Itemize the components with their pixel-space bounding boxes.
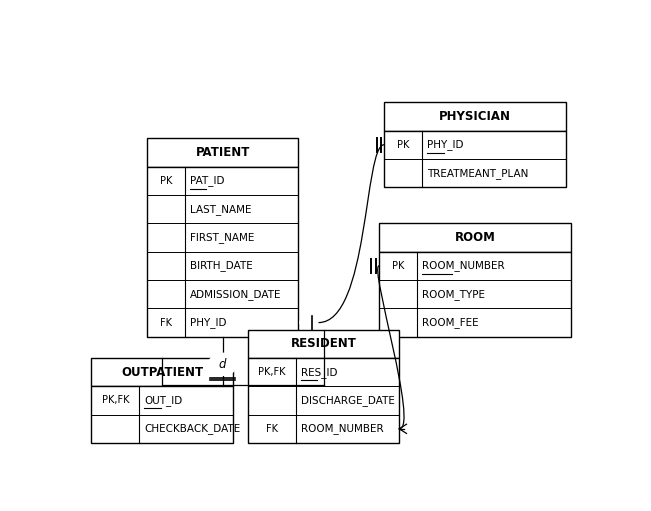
Text: LAST_NAME: LAST_NAME — [190, 204, 251, 215]
Text: PAT_ID: PAT_ID — [190, 175, 225, 187]
Bar — [147, 138, 298, 167]
Text: PHY_ID: PHY_ID — [427, 140, 464, 150]
Bar — [384, 131, 566, 187]
Text: ROOM_NUMBER: ROOM_NUMBER — [301, 424, 383, 434]
Bar — [91, 358, 233, 386]
Text: RESIDENT: RESIDENT — [290, 337, 357, 351]
Text: RES_ID: RES_ID — [301, 367, 337, 378]
Text: PATIENT: PATIENT — [195, 146, 250, 159]
Bar — [379, 252, 571, 337]
Text: CHECKBACK_DATE: CHECKBACK_DATE — [145, 424, 241, 434]
Text: OUT_ID: OUT_ID — [145, 395, 183, 406]
Bar — [248, 358, 399, 443]
Text: PK: PK — [392, 261, 404, 271]
Bar — [91, 386, 233, 443]
Text: FIRST_NAME: FIRST_NAME — [190, 232, 255, 243]
Text: FK: FK — [160, 317, 172, 328]
Text: DISCHARGE_DATE: DISCHARGE_DATE — [301, 395, 395, 406]
Bar — [384, 102, 566, 131]
Text: BIRTH_DATE: BIRTH_DATE — [190, 261, 253, 271]
Text: ADMISSION_DATE: ADMISSION_DATE — [190, 289, 281, 300]
Text: ROOM_NUMBER: ROOM_NUMBER — [422, 261, 505, 271]
Text: TREATMEANT_PLAN: TREATMEANT_PLAN — [427, 168, 529, 178]
Text: OUTPATIENT: OUTPATIENT — [121, 366, 203, 379]
Text: PHY_ID: PHY_ID — [190, 317, 227, 328]
Text: d: d — [219, 358, 227, 371]
Circle shape — [208, 353, 237, 375]
Bar — [147, 167, 298, 337]
Text: PK,FK: PK,FK — [102, 396, 129, 406]
Bar — [379, 223, 571, 252]
Bar — [248, 330, 399, 358]
Text: PHYSICIAN: PHYSICIAN — [439, 110, 511, 123]
Text: PK: PK — [159, 176, 172, 186]
Text: ROOM_FEE: ROOM_FEE — [422, 317, 478, 328]
Text: ROOM_TYPE: ROOM_TYPE — [422, 289, 485, 300]
Circle shape — [300, 319, 310, 327]
Text: PK: PK — [397, 140, 409, 150]
Text: FK: FK — [266, 424, 278, 434]
Text: ROOM: ROOM — [454, 231, 495, 244]
Text: PK,FK: PK,FK — [258, 367, 286, 377]
